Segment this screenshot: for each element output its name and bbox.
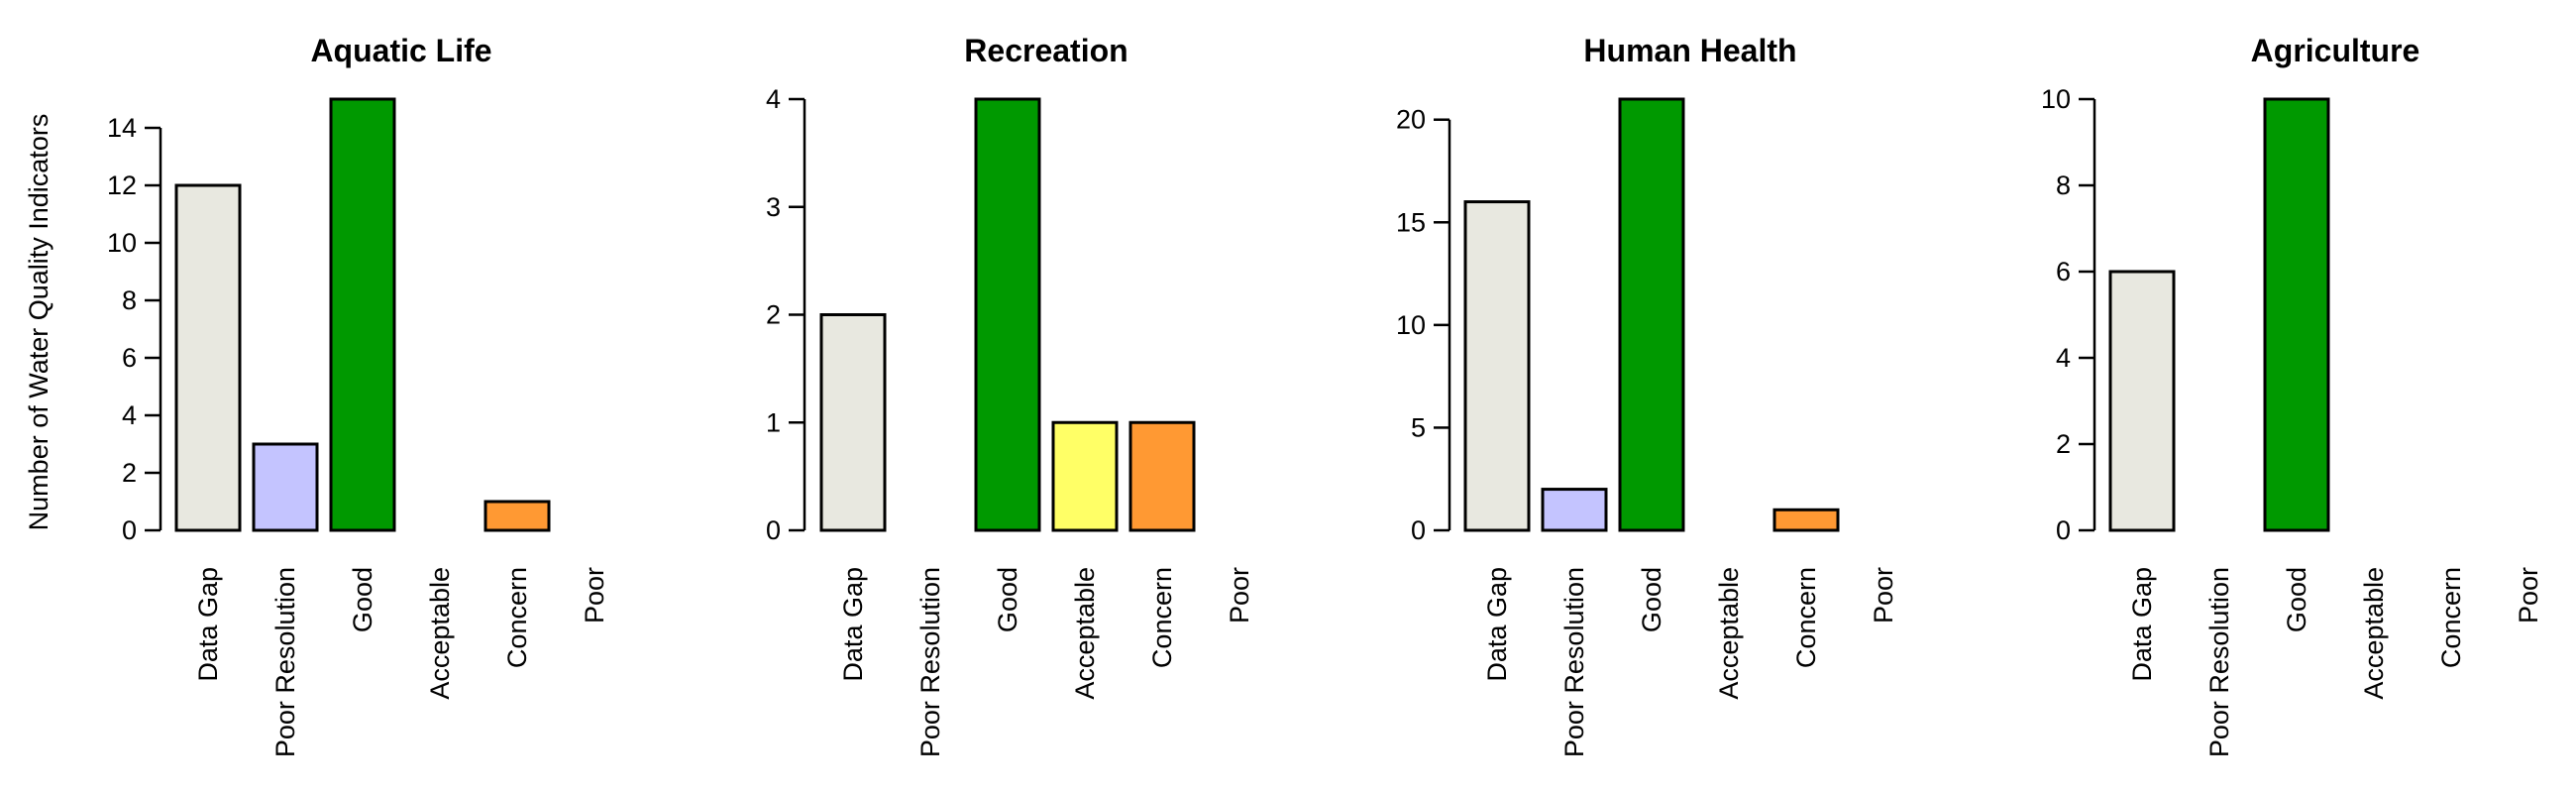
y-tick-label: 6 <box>2056 257 2071 286</box>
y-axis-label: Number of Water Quality Indicators <box>24 114 54 531</box>
y-tick-label: 4 <box>766 84 781 114</box>
category-label: Concern <box>502 567 532 668</box>
y-tick-label: 0 <box>122 515 137 545</box>
category-label: Poor <box>1225 567 1254 623</box>
bar-concern <box>1128 420 1196 532</box>
bar-data-gap <box>1463 200 1531 532</box>
panel-title: Human Health <box>1583 33 1796 68</box>
bar-concern <box>1772 508 1840 532</box>
y-tick-label: 1 <box>766 407 781 437</box>
category-label: Acceptable <box>2359 567 2389 700</box>
y-tick-label: 0 <box>1411 515 1426 545</box>
y-tick-label: 8 <box>122 285 137 315</box>
bar-poor-resolution <box>252 442 319 532</box>
y-tick-label: 5 <box>1411 412 1426 442</box>
y-tick-label: 20 <box>1396 105 1426 135</box>
y-tick-label: 2 <box>766 300 781 330</box>
category-label: Concern <box>1147 567 1177 668</box>
bar-acceptable <box>1051 420 1119 532</box>
panel-agriculture: Agriculture 0 2 4 6 8 10 Data Gap Poor Resolutio… <box>2041 33 2543 757</box>
panel-title: Agriculture <box>2251 33 2420 68</box>
bar-data-gap <box>819 313 887 532</box>
y-tick-label: 0 <box>766 515 781 545</box>
category-label: Acceptable <box>1070 567 1100 700</box>
bar-poor-resolution <box>1541 488 1608 532</box>
bar-good <box>1618 97 1685 532</box>
bar-data-gap <box>174 183 242 532</box>
y-tick-label: 10 <box>2041 84 2071 114</box>
y-tick-label: 4 <box>122 400 137 430</box>
category-label: Good <box>1637 567 1666 632</box>
category-label: Good <box>348 567 377 632</box>
category-label: Good <box>993 567 1022 632</box>
panel-aquatic-life: Aquatic Life 0 2 4 6 8 10 12 14 Data Gap Poor Reso… <box>107 33 609 757</box>
bar-good <box>2263 97 2330 532</box>
category-label: Acceptable <box>425 567 455 700</box>
category-label: Poor <box>580 567 609 623</box>
panel-recreation: Recreation 0 1 2 3 4 Data Gap Poor Resolution Go… <box>766 33 1254 757</box>
y-tick-label: 12 <box>107 170 137 200</box>
bar-concern <box>483 500 551 532</box>
category-label: Data Gap <box>1482 567 1512 682</box>
y-tick-label: 15 <box>1396 207 1426 237</box>
panel-human-health: Human Health 0 5 10 15 20 Data Gap Poor Resolut… <box>1396 33 1898 757</box>
y-tick-label: 6 <box>122 343 137 373</box>
y-tick-label: 4 <box>2056 343 2071 373</box>
y-tick-label: 8 <box>2056 170 2071 200</box>
category-label: Data Gap <box>838 567 868 682</box>
category-label: Data Gap <box>2127 567 2157 682</box>
category-label: Data Gap <box>193 567 223 682</box>
category-label: Poor Resolution <box>270 567 300 757</box>
category-label: Poor Resolution <box>1559 567 1589 757</box>
category-label: Poor <box>2514 567 2543 623</box>
y-tick-label: 2 <box>122 458 137 488</box>
y-tick-label: 2 <box>2056 429 2071 459</box>
bar-good <box>974 97 1041 532</box>
y-tick-label: 10 <box>107 228 137 258</box>
category-label: Good <box>2282 567 2311 632</box>
y-tick-label: 3 <box>766 192 781 222</box>
category-label: Concern <box>1791 567 1821 668</box>
category-label: Acceptable <box>1714 567 1744 700</box>
y-tick-label: 10 <box>1396 310 1426 340</box>
bar-good <box>329 97 396 532</box>
y-tick-label: 14 <box>107 113 137 143</box>
y-tick-label: 0 <box>2056 515 2071 545</box>
category-label: Poor Resolution <box>2204 567 2234 757</box>
panel-title: Aquatic Life <box>310 33 491 68</box>
panel-title: Recreation <box>964 33 1127 68</box>
bar-data-gap <box>2108 270 2176 532</box>
category-label: Poor Resolution <box>915 567 945 757</box>
category-label: Concern <box>2436 567 2466 668</box>
category-label: Poor <box>1869 567 1898 623</box>
